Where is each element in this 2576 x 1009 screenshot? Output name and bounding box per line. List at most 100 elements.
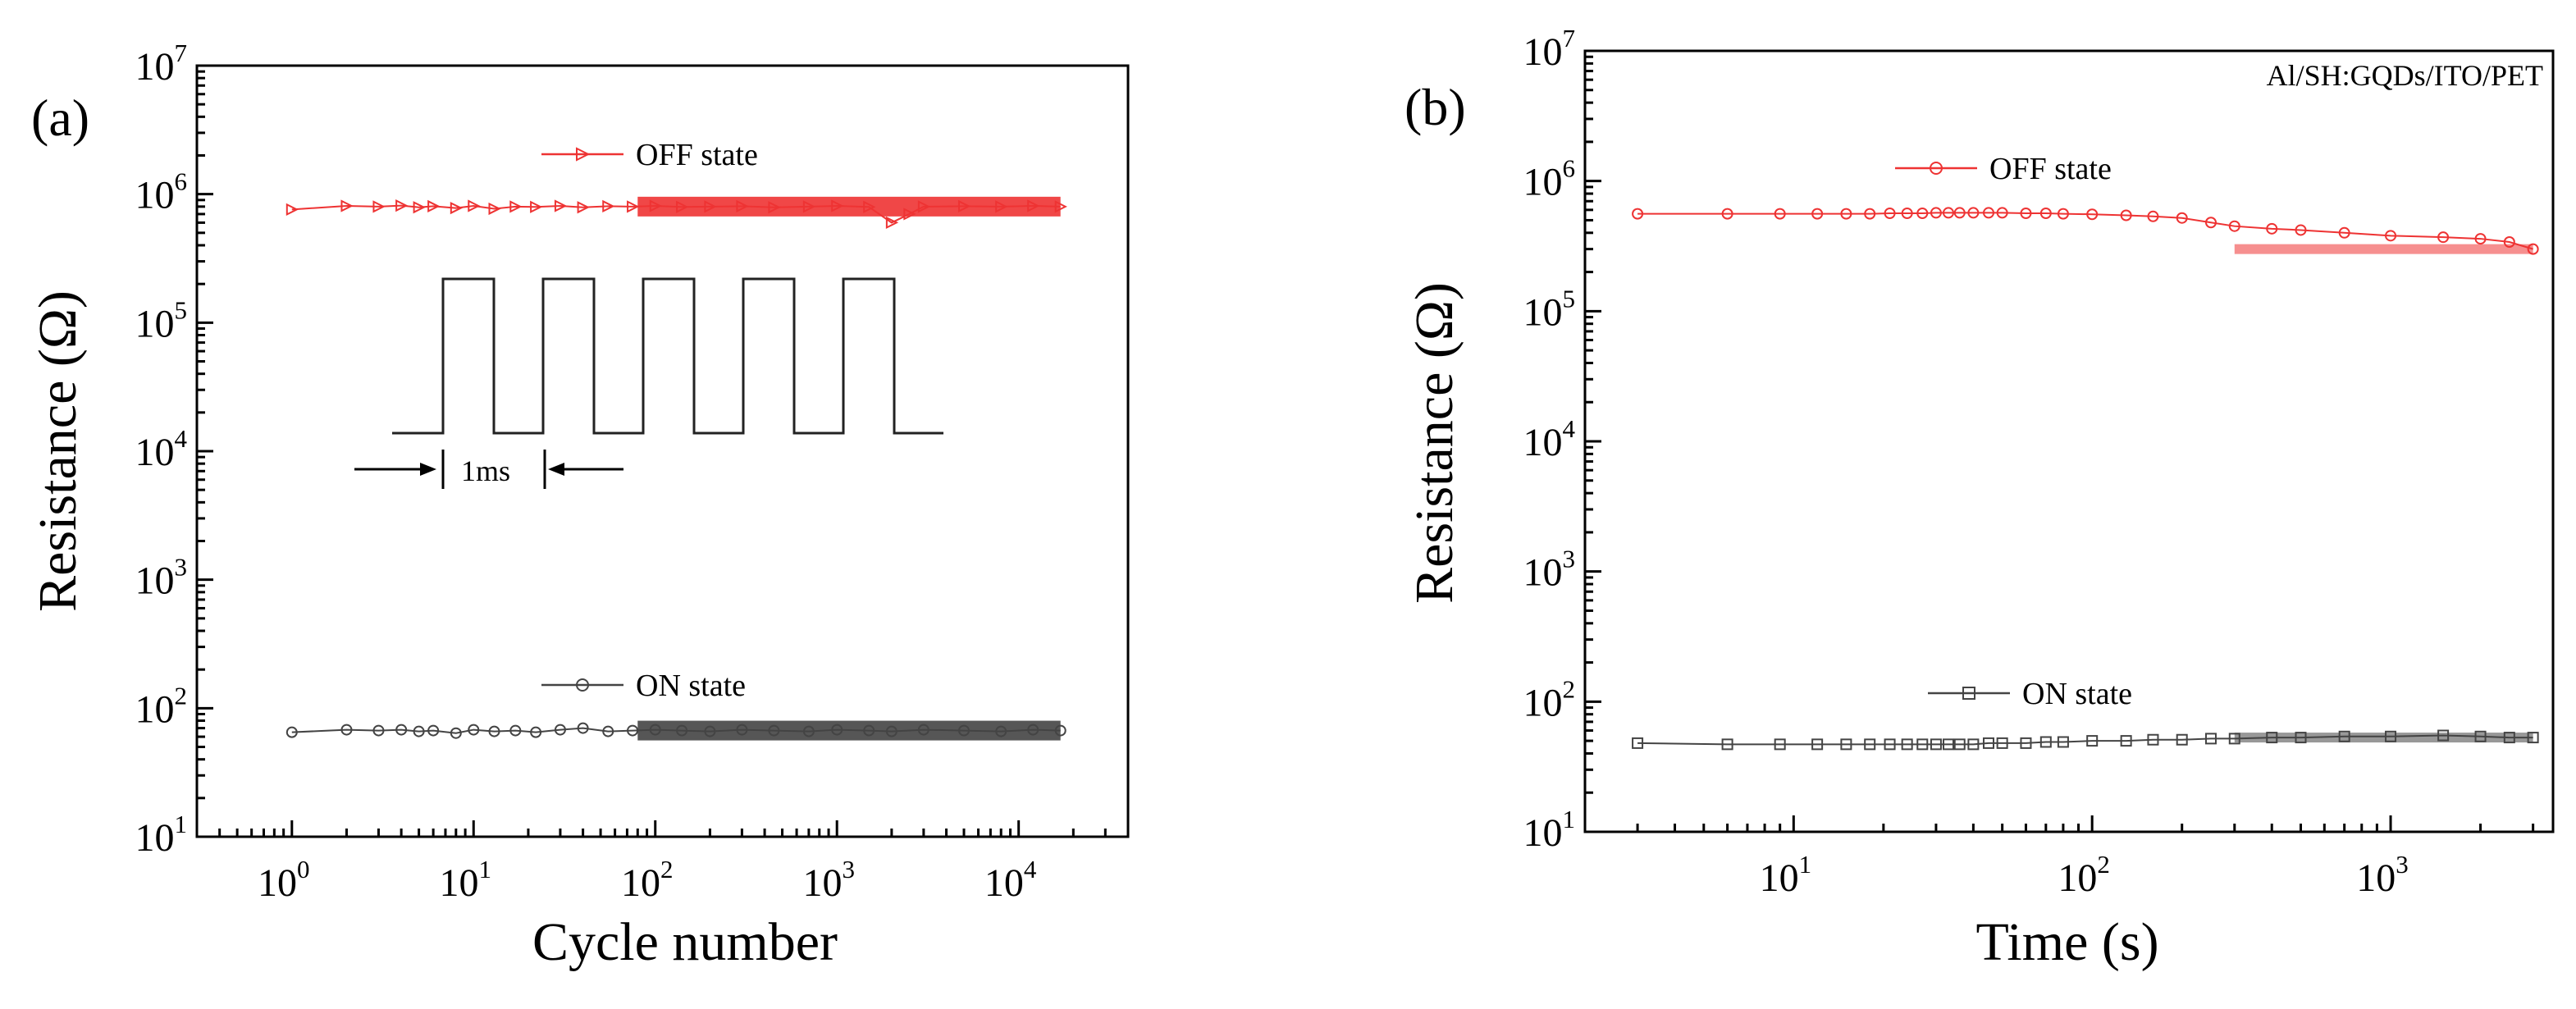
data-point	[2020, 208, 2032, 220]
data-point	[2266, 222, 2278, 235]
data-point	[1930, 207, 1942, 219]
data-point	[1774, 208, 1786, 220]
data-point	[530, 200, 543, 213]
y-tick-label: 107	[135, 39, 188, 89]
x-tick-label: 103	[802, 855, 854, 905]
y-tick-label: 105	[135, 295, 188, 345]
x-tick-label: 102	[2058, 850, 2110, 900]
legend-marker	[1962, 687, 1975, 700]
data-point	[395, 199, 409, 212]
data-point	[1811, 208, 1824, 220]
data-point	[1983, 737, 1995, 749]
series-on-state	[1632, 729, 2539, 751]
data-point	[863, 724, 875, 737]
data-point	[704, 200, 717, 213]
data-point	[1901, 738, 1913, 751]
data-point	[802, 200, 816, 213]
data-point	[413, 201, 426, 214]
data-point	[1967, 738, 1980, 751]
dense-points-band	[2234, 244, 2533, 254]
dense-points-band	[2234, 733, 2533, 743]
data-point	[2020, 737, 2032, 749]
legend-b: OFF state ON state	[1895, 152, 2132, 711]
data-point	[1996, 737, 2008, 749]
data-point	[340, 199, 354, 212]
pulse-width-label: 1ms	[461, 454, 510, 487]
y-tick-label: 104	[1523, 414, 1576, 464]
data-point	[2338, 226, 2350, 239]
data-point	[2176, 733, 2188, 746]
legend-marker	[1930, 162, 1943, 175]
data-point	[577, 722, 589, 734]
data-point	[577, 201, 590, 214]
data-point	[2295, 732, 2307, 744]
data-point	[1632, 208, 1644, 220]
data-point	[427, 199, 441, 213]
data-point	[885, 216, 899, 230]
data-point	[2338, 730, 2350, 742]
dense-points-band	[637, 196, 1061, 217]
data-point	[863, 200, 876, 213]
legend-label: OFF state	[636, 138, 758, 172]
y-axis-title-a: Resistance (Ω)	[28, 290, 88, 612]
y-tick-label: 103	[135, 553, 188, 603]
x-tick-label: 104	[984, 855, 1037, 905]
dense-points-band	[637, 720, 1061, 741]
y-tick-label: 101	[1523, 805, 1576, 855]
x-ticks-b: 101 102 103	[1583, 815, 2535, 900]
data-point	[2437, 231, 2450, 244]
data-point	[1884, 208, 1896, 220]
panel-a: (a) 100 101 102 103 104 10110210310410510610…	[28, 39, 1130, 972]
x-tick-label: 102	[621, 855, 674, 905]
data-point	[509, 200, 523, 213]
data-point	[488, 725, 500, 737]
data-point	[1942, 207, 1954, 219]
data-point	[450, 727, 462, 739]
data-point	[2086, 208, 2099, 221]
data-point	[627, 724, 639, 737]
data-point	[2385, 730, 2397, 742]
data-point	[2295, 224, 2307, 236]
x-tick-label: 101	[440, 855, 492, 905]
data-point	[627, 200, 640, 213]
y-tick-label: 104	[135, 424, 188, 474]
data-point	[1774, 738, 1786, 751]
x-axis-title-b: Time (s)	[1975, 912, 2158, 972]
data-point	[831, 199, 844, 212]
data-point	[917, 724, 929, 736]
data-point	[1953, 738, 1966, 751]
panel-label-a: (a)	[31, 89, 89, 147]
data-point	[1027, 199, 1040, 212]
data-point	[413, 725, 425, 737]
data-point	[2527, 243, 2539, 255]
legend-label: OFF state	[1989, 152, 2112, 186]
x-tick-label: 101	[1760, 850, 1812, 900]
data-point	[2385, 230, 2397, 242]
data-point	[2086, 735, 2099, 747]
legend-item-on-state: ON state	[1928, 677, 2132, 711]
data-point	[1953, 207, 1966, 219]
data-point	[285, 726, 298, 738]
data-point	[676, 724, 688, 737]
series-a	[285, 196, 1067, 741]
legend-item-off-state: OFF state	[541, 138, 758, 172]
data-point	[649, 199, 662, 212]
data-point	[2176, 212, 2188, 224]
y-tick-label: 106	[135, 167, 188, 217]
data-point	[488, 202, 501, 216]
data-point	[768, 724, 780, 737]
data-point	[957, 724, 970, 737]
data-point	[2120, 209, 2132, 221]
x-axis-title-a: Cycle number	[532, 912, 838, 972]
x-ticks-a: 100 101 102 103 104	[195, 820, 1130, 905]
data-point	[450, 201, 464, 215]
data-point	[1967, 207, 1980, 219]
data-point	[2120, 735, 2132, 747]
data-point	[468, 724, 480, 736]
data-point	[554, 199, 568, 212]
y-tick-label: 102	[1523, 674, 1576, 724]
data-point	[2474, 730, 2487, 742]
data-point	[1916, 208, 1929, 220]
data-point	[1027, 724, 1039, 736]
y-tick-label: 103	[1523, 545, 1576, 595]
